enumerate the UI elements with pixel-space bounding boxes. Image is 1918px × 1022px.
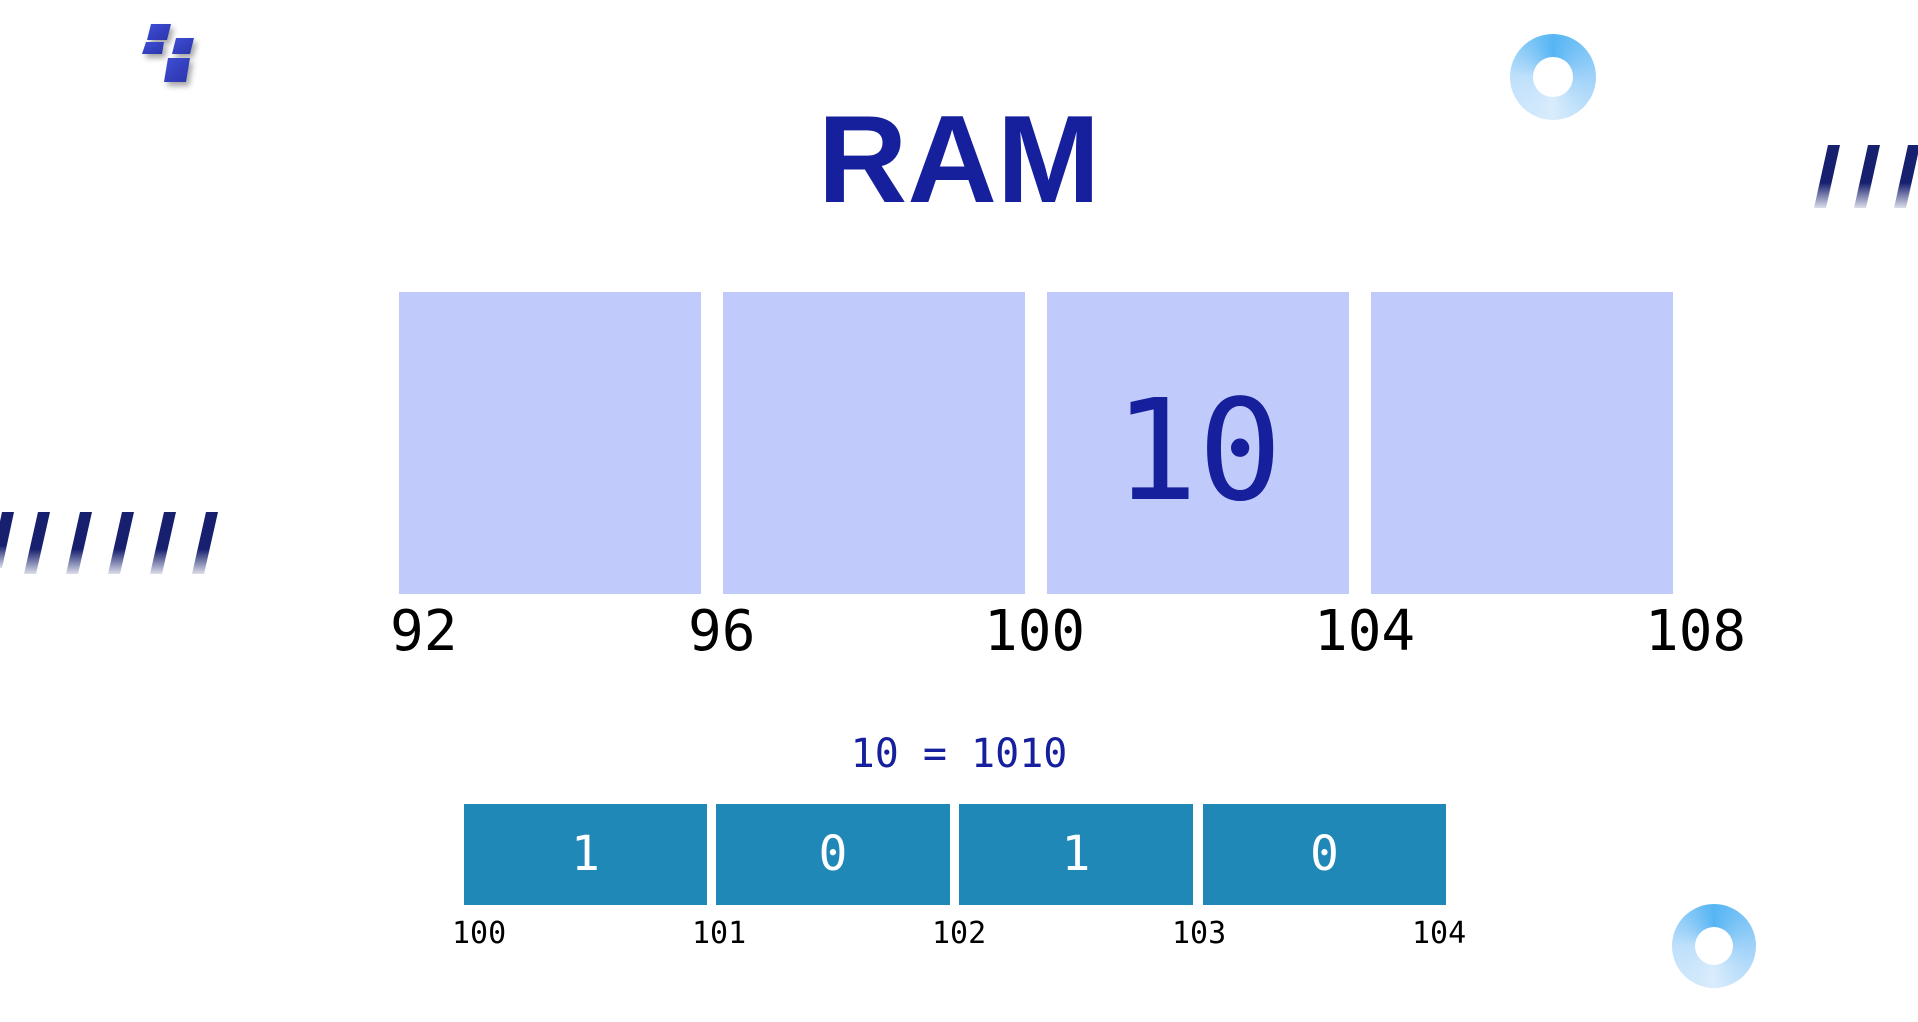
page-title: RAM bbox=[817, 91, 1101, 229]
memory-cell bbox=[723, 292, 1025, 594]
memory-address: 92 bbox=[390, 599, 458, 664]
memory-cell: 10 bbox=[1047, 292, 1349, 594]
memory-address: 100 bbox=[984, 599, 1086, 664]
bit-cell: 1 bbox=[959, 804, 1193, 905]
logo-icon bbox=[142, 24, 194, 82]
bit-address: 103 bbox=[1172, 916, 1227, 951]
memory-address: 108 bbox=[1645, 599, 1747, 664]
memory-address: 96 bbox=[688, 599, 756, 664]
memory-cell bbox=[399, 292, 701, 594]
ring-icon bbox=[1672, 904, 1756, 988]
memory-cell-value bbox=[399, 352, 701, 552]
stripes-icon bbox=[1814, 145, 1918, 208]
memory-address: 104 bbox=[1314, 599, 1416, 664]
memory-cell bbox=[1371, 292, 1673, 594]
stripes-icon bbox=[0, 512, 218, 574]
bit-cell: 1 bbox=[464, 804, 707, 905]
bit-cell: 0 bbox=[1203, 804, 1446, 905]
memory-cell-value bbox=[723, 352, 1025, 552]
memory-cell-value bbox=[1371, 352, 1673, 552]
ring-icon bbox=[1510, 34, 1596, 120]
bit-address: 102 bbox=[932, 916, 987, 951]
bit-address: 104 bbox=[1412, 916, 1467, 951]
binary-equation: 10 = 1010 bbox=[850, 731, 1068, 777]
bit-address: 101 bbox=[692, 916, 747, 951]
memory-cell-value: 10 bbox=[1113, 370, 1283, 533]
bit-cell: 0 bbox=[716, 804, 950, 905]
bit-address: 100 bbox=[452, 916, 507, 951]
